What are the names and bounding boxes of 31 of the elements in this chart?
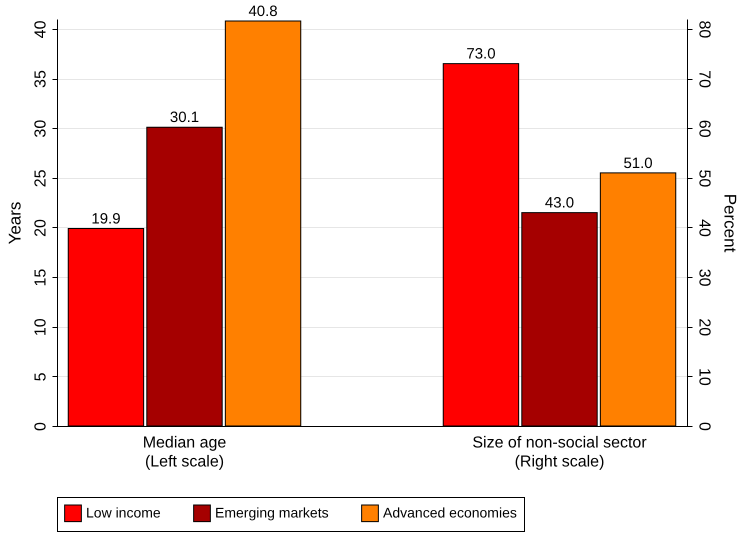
y2-tick-label: 40 [696,219,712,237]
y-tick-label: 10 [32,318,50,336]
data-label: 43.0 [544,194,574,212]
y2-axis-title: Percent [720,194,740,253]
y-tick-label: 0 [32,422,50,431]
data-label: 51.0 [623,154,653,172]
data-label: 30.1 [170,109,200,126]
y2-tick-label: 10 [696,368,712,386]
y2-tick-label: 70 [696,70,712,88]
legend-label: Advanced economies [383,504,517,520]
y-tick-label: 30 [32,120,50,138]
y-tick-label: 5 [32,372,50,382]
legend-label: Low income [86,504,161,520]
data-label: 40.8 [248,2,278,20]
y2-tick-label: 0 [696,422,712,432]
y2-tick-label: 30 [696,268,712,287]
y-axis-title: Years [6,202,24,244]
y2-tick-label: 50 [696,169,712,188]
y-tick-label: 20 [32,218,50,237]
y-tick-label: 35 [32,70,50,88]
y2-tick-label: 60 [696,120,712,138]
data-label: 73.0 [466,46,496,63]
y2-tick-label: 20 [696,318,712,336]
legend-label: Emerging markets [215,504,329,520]
data-label: 19.9 [91,210,121,228]
x-tick-label: Size of non-social sector (Right scale) [472,434,648,470]
x-tick-label: Median age (Left scale) [142,434,226,470]
y-tick-label: 25 [32,169,50,188]
y2-tick-label: 80 [696,20,712,38]
y-tick-label: 15 [32,268,50,286]
y-tick-label: 40 [32,20,50,38]
